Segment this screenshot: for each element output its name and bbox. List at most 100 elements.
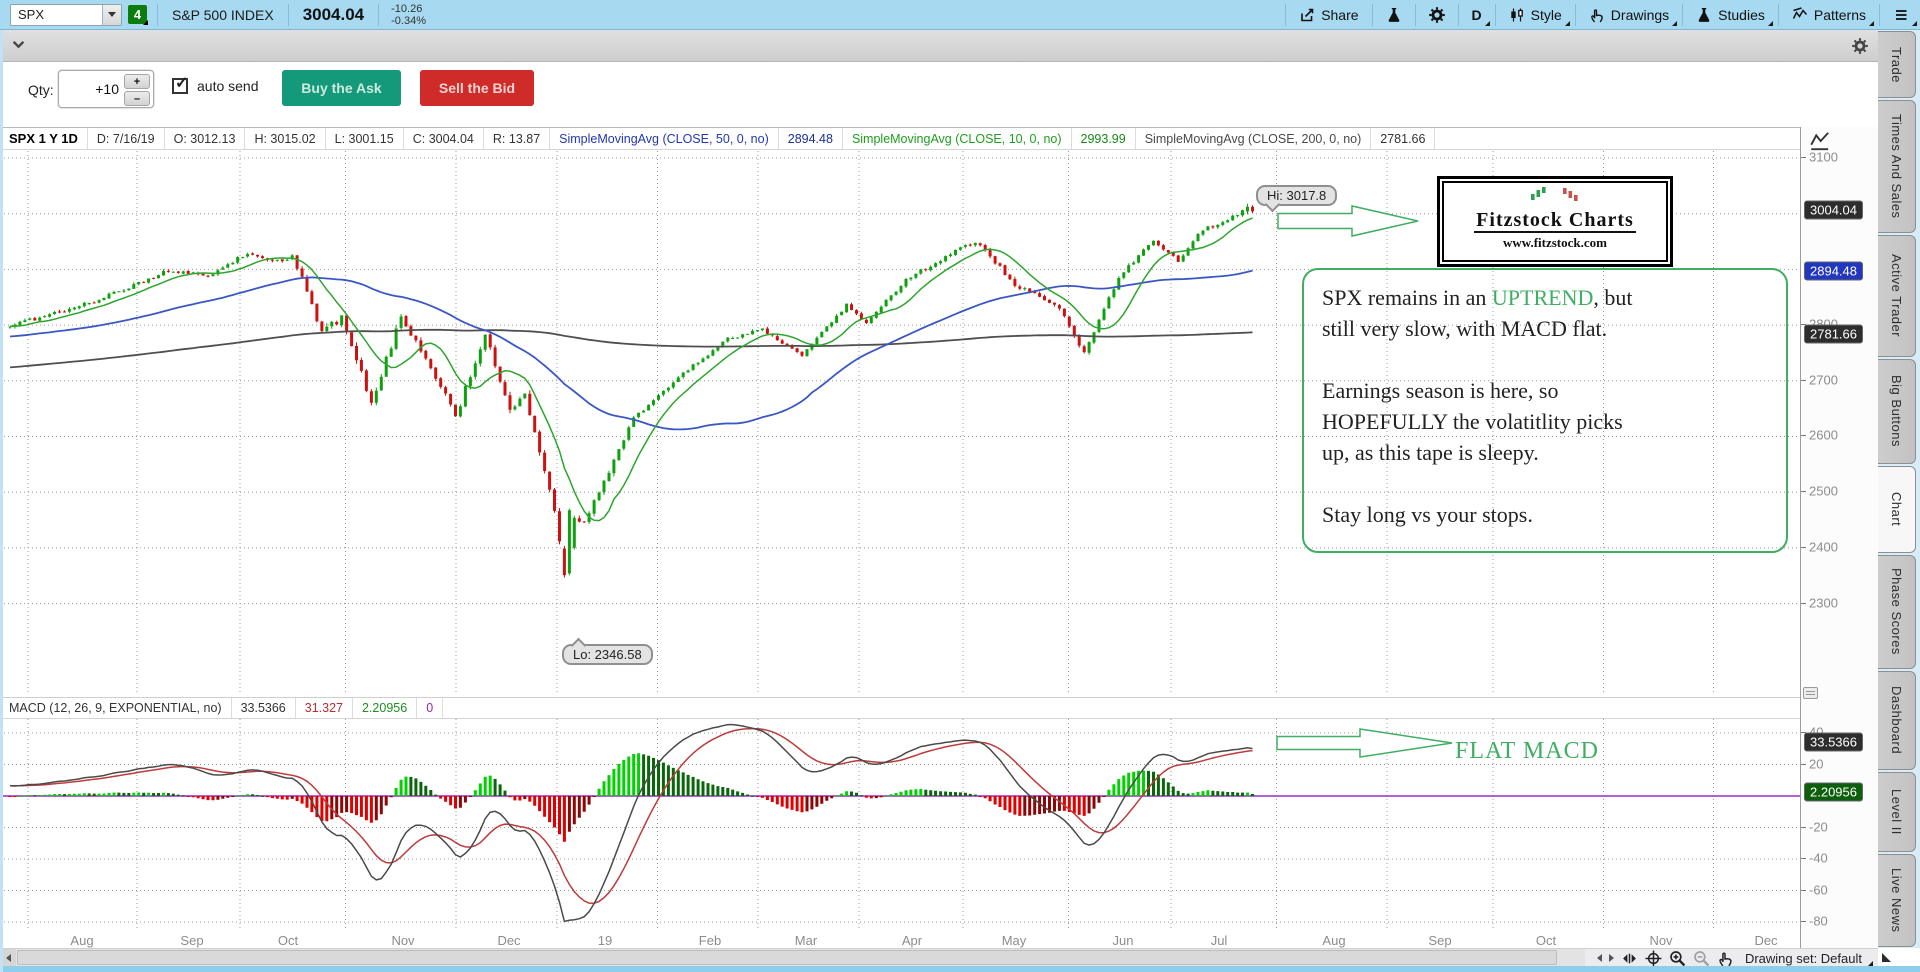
change-percent: -0.34% bbox=[391, 14, 426, 27]
sidebar-tab-big-buttons[interactable]: Big Buttons bbox=[1878, 359, 1916, 464]
study-label[interactable]: SimpleMovingAvg (CLOSE, 10, 0, no) bbox=[843, 128, 1072, 149]
sidebar-tab-times-and-sales[interactable]: Times And Sales bbox=[1878, 100, 1916, 233]
drawing-set-button[interactable]: Drawing set: Default bbox=[1741, 951, 1874, 966]
study-label[interactable]: SimpleMovingAvg (CLOSE, 200, 0, no) bbox=[1136, 128, 1372, 149]
axis-price-badge: 2894.48 bbox=[1804, 261, 1863, 281]
quick-study-button[interactable] bbox=[1375, 0, 1413, 30]
high-price-callout: Hi: 3017.8 bbox=[1256, 185, 1338, 206]
ohlc-field: D: 7/16/19 bbox=[88, 128, 165, 149]
qty-increase-button[interactable]: + bbox=[124, 74, 150, 89]
timeframe-button[interactable]: D bbox=[1461, 0, 1493, 30]
auto-send-checkbox[interactable]: ✓ auto send bbox=[172, 75, 259, 94]
check-icon: ✓ bbox=[175, 75, 189, 92]
page-right-button[interactable] bbox=[1608, 954, 1614, 962]
zoom-in-icon[interactable] bbox=[1669, 950, 1686, 967]
study-value: 2894.48 bbox=[779, 128, 843, 149]
axis-tick bbox=[1801, 435, 1806, 436]
sidebar-tab-dashboard[interactable]: Dashboard bbox=[1878, 670, 1916, 771]
sidebar-tab-chart[interactable]: Chart bbox=[1878, 465, 1916, 554]
zoom-out-icon[interactable] bbox=[1693, 950, 1710, 967]
ohlc-field: C: 3004.04 bbox=[404, 128, 484, 149]
study-label[interactable]: SimpleMovingAvg (CLOSE, 50, 0, no) bbox=[550, 128, 779, 149]
flat-macd-arrow[interactable] bbox=[1276, 728, 1453, 758]
symbol-dropdown-button[interactable] bbox=[102, 4, 121, 25]
divider bbox=[287, 3, 289, 26]
sidebar-tab-phase-scores[interactable]: Phase Scores bbox=[1878, 555, 1916, 669]
time-axis-label: Aug bbox=[70, 933, 94, 948]
study-value: 2781.66 bbox=[1371, 128, 1436, 149]
quantity-stepper[interactable]: +10 + – bbox=[58, 70, 154, 108]
time-axis-label: Nov bbox=[1649, 933, 1673, 948]
time-axis-label: Aug bbox=[1322, 933, 1346, 948]
divider bbox=[378, 3, 380, 26]
macd-chart-canvas[interactable] bbox=[0, 719, 1800, 931]
axis-tick-label: -60 bbox=[1809, 882, 1828, 898]
divider bbox=[1777, 3, 1779, 26]
gear-icon[interactable] bbox=[1852, 38, 1868, 54]
ohlc-field: O: 3012.13 bbox=[165, 128, 246, 149]
divider bbox=[1494, 3, 1496, 26]
scroll-left-button[interactable] bbox=[0, 949, 16, 966]
axis-tick bbox=[1801, 858, 1806, 859]
sidebar-tab-trade[interactable]: Trade bbox=[1878, 31, 1916, 99]
pan-icon[interactable] bbox=[1621, 950, 1638, 967]
time-axis-label: Nov bbox=[391, 933, 415, 948]
qty-decrease-button[interactable]: – bbox=[124, 91, 150, 106]
sell-the-bid-button[interactable]: Sell the Bid bbox=[420, 70, 534, 106]
sidebar-tab-live-news[interactable]: Live News bbox=[1878, 854, 1916, 947]
flat-macd-label[interactable]: FLAT MACD bbox=[1455, 738, 1599, 764]
logo-title: Fitzstock Charts bbox=[1474, 209, 1636, 233]
pattern-icon bbox=[1792, 7, 1808, 23]
fitzstock-logo[interactable]: Fitzstock Charts www.fitzstock.com bbox=[1437, 176, 1673, 267]
change-value: -10.26 bbox=[391, 2, 423, 15]
studies-button[interactable]: Studies bbox=[1685, 0, 1776, 30]
patterns-button[interactable]: Patterns bbox=[1781, 0, 1877, 30]
ohlc-field: L: 3001.15 bbox=[326, 128, 404, 149]
hand-icon bbox=[1589, 7, 1605, 23]
pane-splitter-handle[interactable] bbox=[1803, 687, 1818, 699]
horizontal-scrollbar[interactable] bbox=[0, 949, 1585, 967]
scrollbar-thumb[interactable] bbox=[17, 950, 1557, 965]
time-axis-label: Feb bbox=[698, 933, 722, 948]
time-axis-label: Mar bbox=[794, 933, 818, 948]
axis-tick bbox=[1801, 732, 1806, 733]
drawings-button[interactable]: Drawings bbox=[1578, 0, 1680, 30]
analyst-note[interactable]: SPX remains in an UPTREND, but still very… bbox=[1302, 268, 1788, 553]
zigzag-icon[interactable] bbox=[1807, 131, 1833, 151]
candles-icon bbox=[1509, 7, 1525, 23]
chart-menu-button[interactable] bbox=[1882, 0, 1920, 30]
sidebar-tab-active-trader[interactable]: Active Trader bbox=[1878, 234, 1916, 358]
axis-tick-label: -80 bbox=[1809, 913, 1828, 929]
crosshair-icon[interactable] bbox=[1645, 950, 1662, 967]
share-button[interactable]: Share bbox=[1288, 0, 1369, 30]
axis-tick-label: 2500 bbox=[1809, 483, 1838, 499]
uptrend-arrow[interactable] bbox=[1277, 205, 1419, 237]
divider bbox=[1574, 3, 1576, 26]
buy-the-ask-button[interactable]: Buy the Ask bbox=[282, 70, 401, 106]
checkbox[interactable]: ✓ bbox=[172, 75, 188, 94]
last-price: 3004.04 bbox=[302, 4, 365, 24]
price-axis[interactable]: 31002800270026002500240023004020-20-40-6… bbox=[1800, 127, 1878, 948]
sidebar-tab-level-ii[interactable]: Level II bbox=[1878, 772, 1916, 853]
time-axis-label: Sep bbox=[1428, 933, 1452, 948]
hand-tool-icon[interactable] bbox=[1717, 950, 1734, 967]
time-axis[interactable]: Aug Sep Oct Nov Dec 19 Feb Mar Apr May Jun Jul Aug Se… bbox=[0, 931, 1800, 949]
note-line: up, as this tape is sleepy. bbox=[1322, 440, 1539, 465]
page-left-button[interactable] bbox=[1596, 954, 1602, 962]
alert-count-badge[interactable]: 4 bbox=[128, 5, 148, 25]
divider bbox=[1414, 3, 1416, 26]
symbol-name: S&P 500 INDEX bbox=[172, 6, 274, 23]
low-price-callout: Lo: 2346.58 bbox=[562, 644, 653, 665]
macd-value: 33.5366 bbox=[232, 698, 296, 718]
settings-button[interactable] bbox=[1418, 0, 1456, 30]
style-button[interactable]: Style bbox=[1498, 0, 1573, 30]
chevron-down-icon[interactable] bbox=[12, 40, 25, 49]
resize-handle[interactable] bbox=[1882, 953, 1891, 962]
time-axis-label: Oct bbox=[277, 933, 299, 948]
symbol-select[interactable]: SPX bbox=[10, 3, 122, 26]
axis-tick bbox=[1801, 491, 1806, 492]
time-axis-label: 19 bbox=[597, 933, 613, 948]
chart-panel[interactable]: SPX 1 Y 1D D: 7/16/19 O: 3012.13 H: 3015.0… bbox=[0, 127, 1800, 948]
axis-tick bbox=[1801, 157, 1806, 158]
